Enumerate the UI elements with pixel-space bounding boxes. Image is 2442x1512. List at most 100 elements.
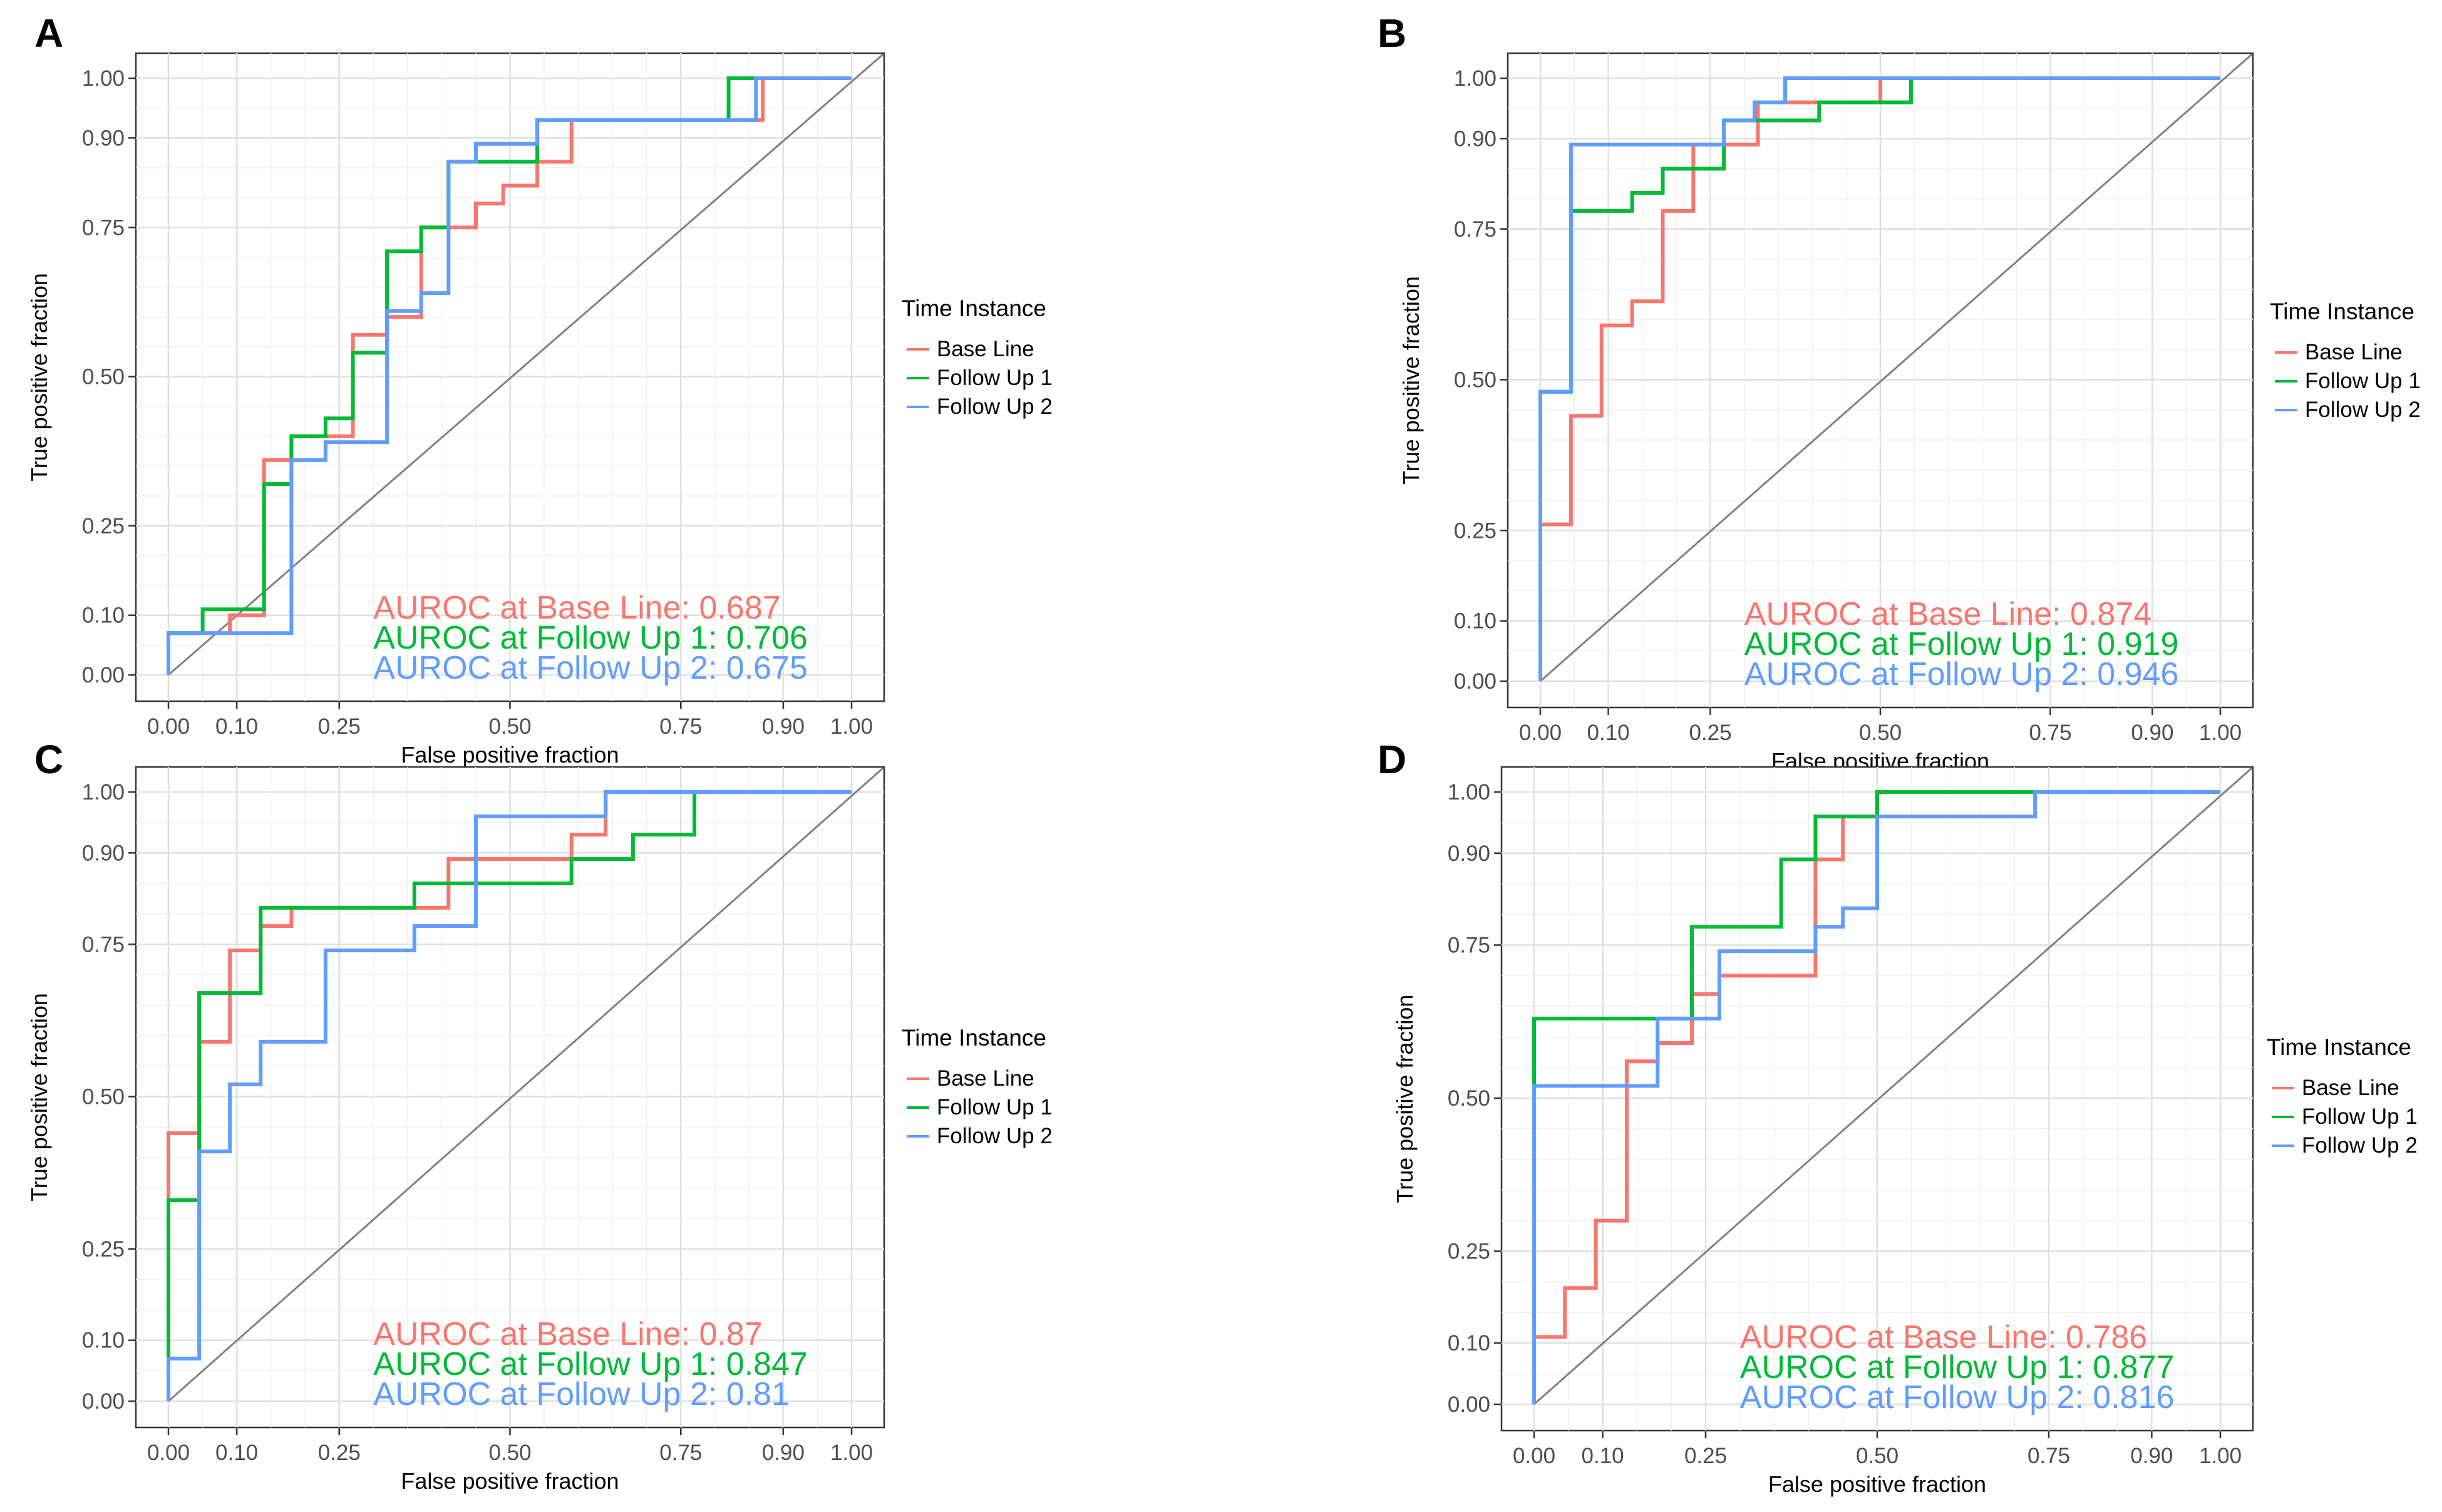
- x-axis-title: False positive fraction: [401, 742, 619, 768]
- roc-curve-follow-up-2: [167, 76, 852, 675]
- panel-label: D: [1378, 737, 1406, 782]
- legend-label: Follow Up 2: [2302, 1133, 2418, 1158]
- y-axis-title: True positive fraction: [1392, 995, 1418, 1203]
- y-tick-label: 0.90: [82, 841, 125, 865]
- x-tick-label: 0.75: [2029, 721, 2071, 745]
- x-tick-label: 0.50: [488, 1441, 531, 1465]
- y-tick-label: 0.00: [1454, 669, 1497, 694]
- roc-curve-follow-up-1: [167, 790, 852, 1401]
- y-axis-title: True positive fraction: [26, 273, 52, 481]
- panel-b: B 0.00 0.10 0.25 0.50 0.75 0.90 1.00 0.00 0.10 0.2…: [1378, 11, 2421, 774]
- legend-label: Base Line: [2305, 340, 2403, 364]
- panel-c: C 0.00 0.10 0.25 0.50 0.75 0.90 1.00 0.00 0.10 0.2…: [26, 737, 1053, 1494]
- panel-d: D 0.00 0.10 0.25 0.50 0.75 0.90 1.00 0.00 0.10 0.2…: [1378, 737, 2418, 1497]
- y-tick-label: 0.25: [82, 1237, 125, 1262]
- y-tick-label: 0.50: [82, 365, 125, 389]
- legend-title: Time Instance: [902, 296, 1046, 321]
- legend-label: Base Line: [937, 337, 1034, 361]
- x-tick-label: 0.50: [1856, 1444, 1898, 1468]
- y-tick-label: 0.10: [1454, 609, 1497, 634]
- y-tick-label: 0.00: [1448, 1392, 1490, 1417]
- y-tick-label: 0.10: [82, 604, 125, 628]
- x-tick-label: 0.25: [318, 1441, 361, 1465]
- y-tick-label: 0.50: [1454, 368, 1497, 393]
- x-tick-label: 0.90: [762, 714, 805, 739]
- diagonal-reference: [1533, 767, 2252, 1406]
- roc-curve-base-line: [1538, 76, 2220, 681]
- legend-title: Time Instance: [2270, 299, 2414, 324]
- x-tick-label: 0.10: [215, 714, 258, 739]
- x-tick-label: 1.00: [2199, 1444, 2242, 1468]
- panel-a: A 0.00 0.10 0.25 0.50 0.75 0.90 1.00 0.00 0.10 0.2…: [26, 11, 1053, 768]
- y-tick-label: 1.00: [82, 66, 125, 91]
- y-tick-label: 0.00: [82, 1389, 125, 1414]
- roc-curve-base-line: [167, 76, 852, 675]
- x-tick-label: 0.10: [215, 1441, 258, 1465]
- y-tick-label: 1.00: [82, 780, 125, 805]
- x-tick-label: 0.25: [1689, 721, 1731, 745]
- y-tick-label: 0.25: [1448, 1240, 1490, 1264]
- legend-label: Base Line: [937, 1066, 1034, 1091]
- x-axis-title: False positive fraction: [1768, 1471, 1986, 1497]
- legend-title: Time Instance: [902, 1025, 1046, 1051]
- y-tick-label: 0.50: [82, 1085, 125, 1109]
- roc-curve-follow-up-1: [1532, 790, 2220, 1404]
- auroc-annotation: AUROC at Base Line: 0.786: [1740, 1319, 2147, 1355]
- y-tick-label: 1.00: [1454, 66, 1497, 91]
- x-tick-label: 0.00: [147, 714, 190, 739]
- y-axis-title: True positive fraction: [1398, 276, 1424, 485]
- auroc-annotation: AUROC at Follow Up 2: 0.946: [1744, 656, 2179, 692]
- y-tick-label: 0.75: [82, 932, 125, 957]
- auroc-annotation: AUROC at Base Line: 0.687: [373, 590, 780, 626]
- legend-label: Follow Up 1: [2305, 369, 2421, 393]
- y-tick-label: 0.25: [1454, 518, 1497, 543]
- roc-curve-follow-up-2: [1538, 76, 2220, 681]
- auroc-annotation: AUROC at Follow Up 2: 0.81: [373, 1376, 790, 1412]
- roc-curve-base-line: [1532, 790, 2220, 1404]
- y-tick-label: 0.90: [1448, 841, 1490, 866]
- panel-label: C: [34, 737, 63, 782]
- x-tick-label: 1.00: [830, 714, 873, 739]
- auroc-annotation: AUROC at Base Line: 0.874: [1744, 596, 2151, 632]
- legend-label: Follow Up 1: [937, 366, 1053, 390]
- y-tick-label: 0.90: [1454, 126, 1497, 151]
- y-tick-label: 1.00: [1448, 780, 1490, 805]
- x-tick-label: 0.10: [1582, 1444, 1624, 1468]
- y-tick-label: 0.75: [1448, 933, 1490, 958]
- y-tick-label: 0.75: [1454, 217, 1497, 242]
- x-tick-label: 0.00: [1519, 721, 1562, 745]
- x-tick-label: 0.25: [1684, 1444, 1727, 1468]
- x-tick-label: 0.10: [1587, 721, 1630, 745]
- x-tick-label: 0.75: [659, 1441, 702, 1465]
- auroc-annotation: AUROC at Follow Up 2: 0.675: [373, 650, 808, 686]
- y-tick-label: 0.75: [82, 215, 125, 240]
- panel-label: B: [1378, 11, 1406, 56]
- y-tick-label: 0.00: [82, 663, 125, 687]
- diagonal-reference: [168, 53, 884, 676]
- y-tick-label: 0.25: [82, 514, 125, 538]
- legend-label: Follow Up 2: [937, 1124, 1053, 1148]
- y-tick-label: 0.90: [82, 126, 125, 150]
- legend-label: Follow Up 2: [2305, 398, 2421, 422]
- auroc-annotation: AUROC at Follow Up 1: 0.847: [373, 1346, 808, 1382]
- panel-label: A: [34, 11, 63, 56]
- x-tick-label: 0.90: [2131, 721, 2173, 745]
- y-tick-label: 0.10: [82, 1329, 125, 1353]
- auroc-annotation: AUROC at Follow Up 1: 0.919: [1744, 626, 2179, 662]
- x-tick-label: 0.75: [659, 714, 702, 739]
- roc-curve-follow-up-2: [167, 790, 852, 1401]
- x-tick-label: 0.00: [1513, 1444, 1555, 1468]
- x-axis-title: False positive fraction: [401, 1468, 619, 1494]
- diagonal-reference: [1540, 53, 2252, 682]
- x-tick-label: 0.50: [488, 714, 531, 739]
- y-tick-label: 0.10: [1448, 1331, 1490, 1355]
- roc-curve-follow-up-1: [167, 76, 852, 675]
- x-tick-label: 0.90: [762, 1441, 805, 1465]
- x-tick-label: 0.90: [2130, 1444, 2173, 1468]
- roc-curve-follow-up-2: [1532, 790, 2220, 1404]
- legend-label: Base Line: [2302, 1076, 2399, 1100]
- auroc-annotation: AUROC at Follow Up 1: 0.706: [373, 620, 808, 656]
- auroc-annotation: AUROC at Follow Up 1: 0.877: [1740, 1349, 2175, 1386]
- x-tick-label: 0.00: [147, 1441, 190, 1465]
- auroc-annotation: AUROC at Base Line: 0.87: [373, 1316, 762, 1352]
